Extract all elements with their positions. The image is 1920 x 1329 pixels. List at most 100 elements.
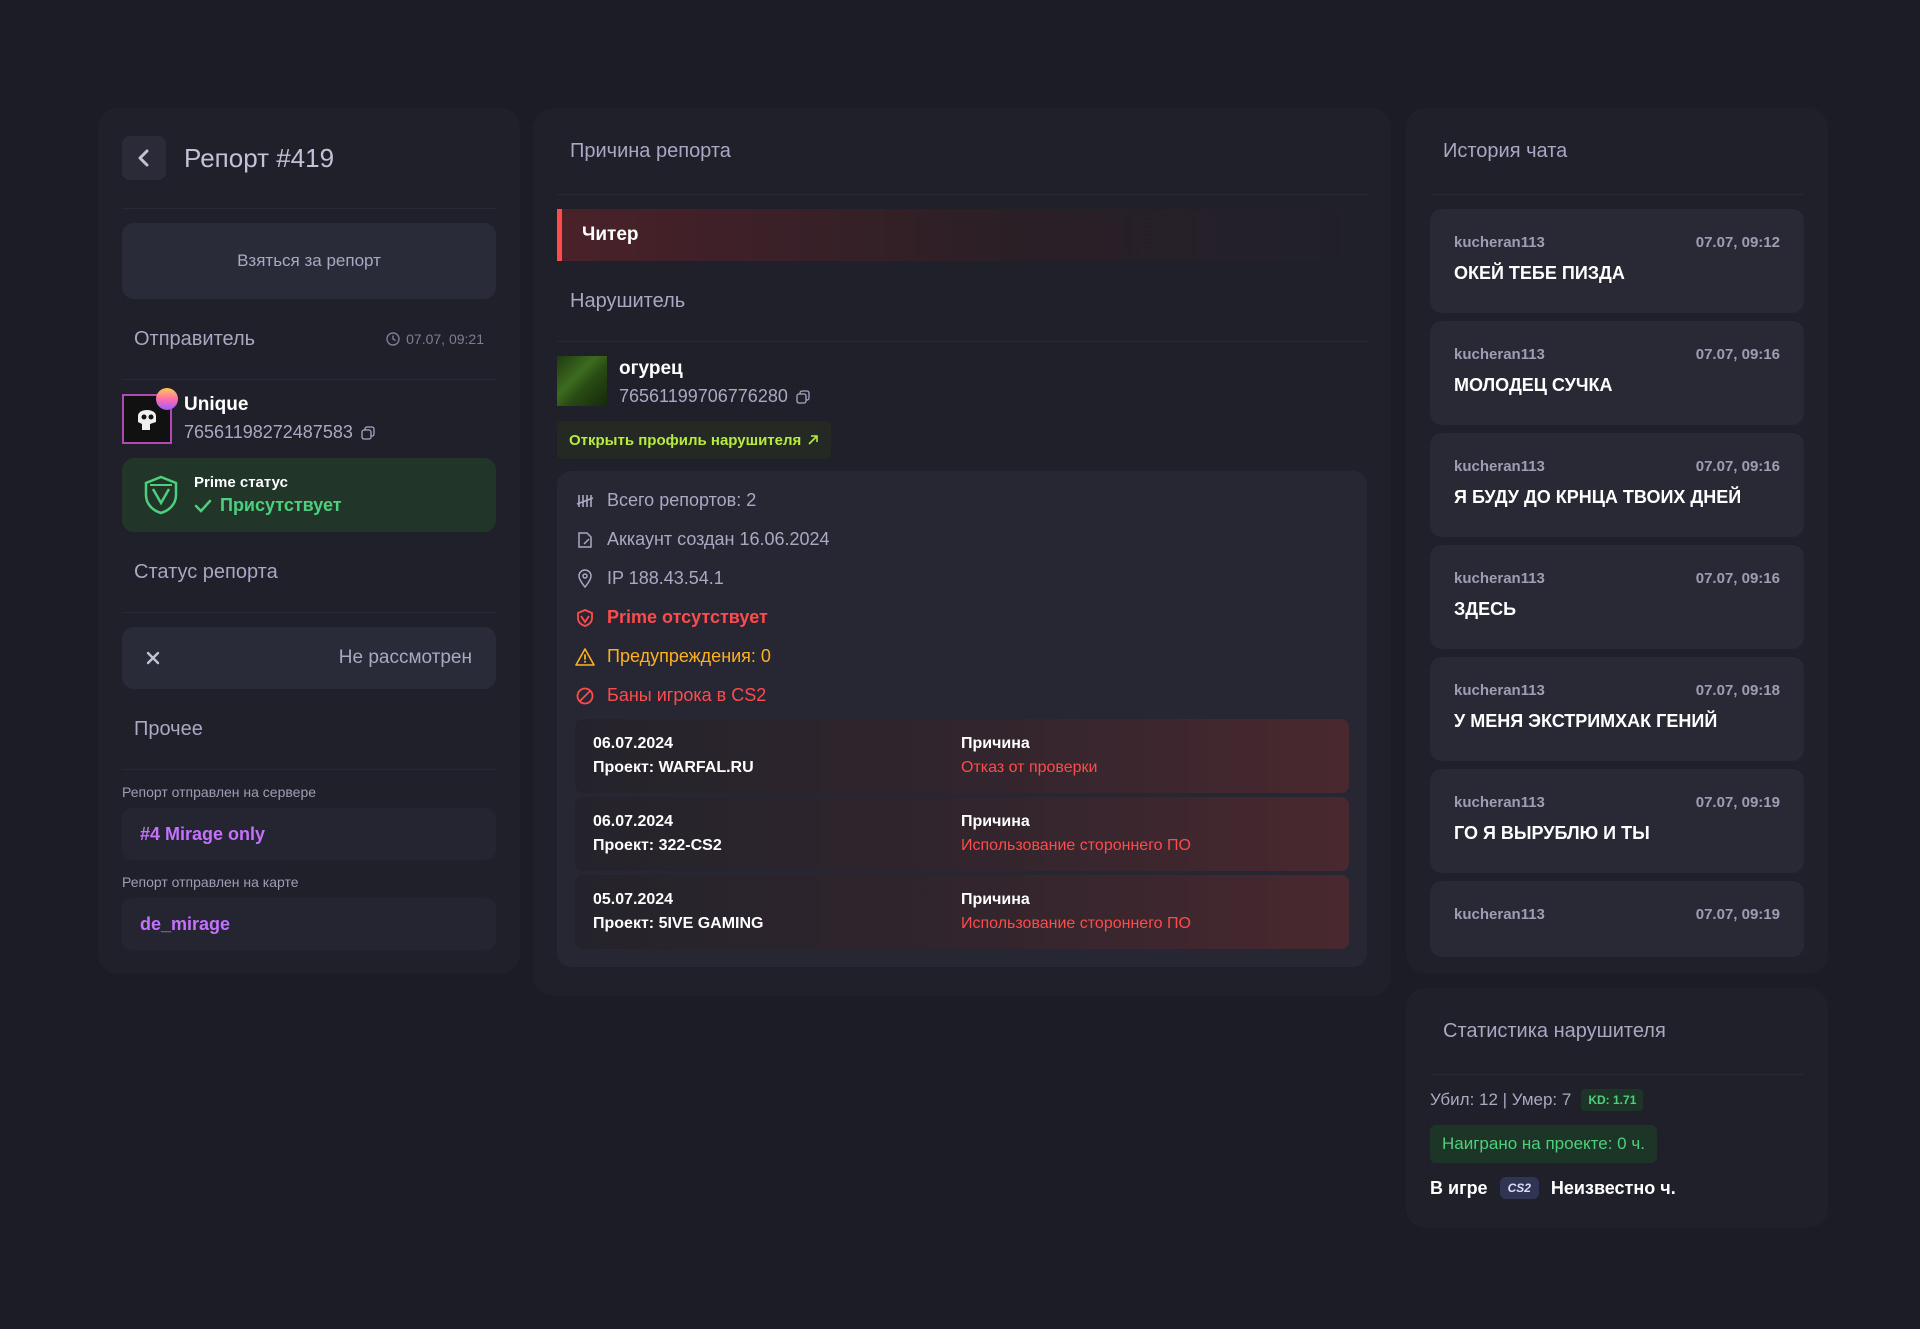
ban-row: 06.07.2024 Проект: WARFAL.RU Причина Отк… <box>575 719 1349 793</box>
avatar <box>122 394 172 444</box>
other-heading-row: Прочее <box>122 689 496 769</box>
warnings-row: Предупреждения: 0 <box>575 637 1349 676</box>
chat-time: 07.07, 09:16 <box>1695 570 1780 587</box>
ban-reason-label: Причина <box>961 891 1030 908</box>
ban-reason-label: Причина <box>961 813 1030 830</box>
ban-reason: Отказ от проверки <box>961 759 1098 776</box>
cs2-logo-icon: CS2 <box>1499 1177 1539 1199</box>
prime-value-text: Присутствует <box>220 495 342 515</box>
chat-text: ЗДЕСЬ <box>1454 599 1517 619</box>
report-status-value: Не рассмотрен <box>338 647 472 668</box>
ban-icon <box>575 686 595 706</box>
ingame-value: Неизвестно ч. <box>1550 1177 1676 1198</box>
violator-name: огурец <box>619 358 683 379</box>
copy-icon[interactable] <box>796 389 810 404</box>
violator-info-box: Всего репортов: 2 Аккаунт создан 16.06.2… <box>557 471 1367 967</box>
ban-reason-label: Причина <box>961 735 1030 752</box>
chat-text: Я БУДУ ДО КРНЦА ТВОИХ ДНЕЙ <box>1454 487 1742 507</box>
map-label: Репорт отправлен на карте <box>122 874 299 890</box>
reason-value: Читер <box>557 209 1367 261</box>
ban-date: 06.07.2024 <box>593 813 674 830</box>
violator-stats-panel: Статистика нарушителя Убил: 12 | Умер: 7… <box>1406 988 1828 1228</box>
chat-history-panel: История чата kucheran113 07.07, 09:12 ОКЕ… <box>1406 108 1828 974</box>
ban-row: 06.07.2024 Проект: 322-CS2 Причина Испол… <box>575 797 1349 871</box>
report-status-select[interactable]: Не рассмотрен <box>122 627 496 689</box>
account-created-text: Аккаунт создан 16.06.2024 <box>607 529 830 549</box>
prime-status-box: Prime статус Присутствует <box>122 458 496 532</box>
chat-user: kucheran113 <box>1454 570 1545 587</box>
divider <box>122 379 496 380</box>
chat-user: kucheran113 <box>1454 682 1545 699</box>
document-edit-icon <box>575 530 595 550</box>
status-heading: Статус репорта <box>134 560 278 583</box>
prime-absent-text: Prime отсутствует <box>607 607 768 627</box>
account-created-row: Аккаунт создан 16.06.2024 <box>575 520 1349 559</box>
chat-time: 07.07, 09:12 <box>1695 234 1780 251</box>
chat-user: kucheran113 <box>1454 906 1545 923</box>
clock-icon <box>386 332 400 346</box>
sunset-badge-icon <box>156 388 178 410</box>
chat-message: kucheran113 07.07, 09:19 ГО Я ВЫРУБЛЮ И Т… <box>1430 769 1804 873</box>
chat-time: 07.07, 09:18 <box>1695 682 1780 699</box>
chat-text: ОКЕЙ ТЕБЕ ПИЗДА <box>1454 263 1625 283</box>
map-value: de_mirage <box>122 898 496 950</box>
chat-heading: История чата <box>1443 139 1568 162</box>
chat-user: kucheran113 <box>1454 346 1545 363</box>
open-profile-link[interactable]: Открыть профиль нарушителя <box>557 421 832 459</box>
other-heading: Прочее <box>134 717 203 740</box>
ingame-row: В игре CS2 Неизвестно ч. <box>1430 1177 1804 1199</box>
sender-name: Unique <box>184 394 249 415</box>
server-value: #4 Mirage only <box>122 808 496 860</box>
report-title: Репорт #419 <box>184 142 335 173</box>
sender-steamid: 76561198272487583 <box>184 422 375 443</box>
warning-triangle-icon <box>575 647 595 667</box>
open-profile-text: Открыть профиль нарушителя <box>569 431 802 449</box>
sender-time: 07.07, 09:21 <box>386 331 484 347</box>
reason-heading: Причина репорта <box>570 139 731 162</box>
divider <box>122 769 496 770</box>
sender-heading-row: Отправитель 07.07, 09:21 <box>122 299 496 379</box>
ban-reason: Использование стороннего ПО <box>961 837 1191 854</box>
ban-date: 05.07.2024 <box>593 891 674 908</box>
divider <box>557 341 1367 342</box>
ban-date: 06.07.2024 <box>593 735 674 752</box>
ban-project: Проект: WARFAL.RU <box>593 759 754 776</box>
chat-text: МОЛОДЕЦ СУЧКА <box>1454 375 1613 395</box>
violator-avatar[interactable] <box>557 356 607 406</box>
total-reports-row: Всего репортов: 2 <box>575 481 1349 520</box>
prime-value: Присутствует <box>194 495 342 516</box>
divider <box>557 194 1367 195</box>
violator-steamid-text: 76561199706776280 <box>619 386 788 406</box>
chat-user: kucheran113 <box>1454 794 1545 811</box>
ip-text: IP 188.43.54.1 <box>607 568 724 588</box>
sender-avatar[interactable] <box>122 388 178 444</box>
bans-heading-row: Баны игрока в CS2 <box>575 676 1349 715</box>
reason-panel: Причина репорта Читер Нарушитель огурец … <box>533 108 1391 996</box>
chat-time: 07.07, 09:19 <box>1695 906 1780 923</box>
sender-steamid-text: 76561198272487583 <box>184 422 353 442</box>
chevron-left-icon <box>138 149 149 167</box>
take-report-button[interactable]: Взяться за репорт <box>122 223 496 299</box>
ban-project: Проект: 5IVE GAMING <box>593 915 764 932</box>
stats-heading: Статистика нарушителя <box>1443 1019 1666 1042</box>
prime-absent-row: Prime отсутствует <box>575 598 1349 637</box>
chat-message: kucheran113 07.07, 09:16 МОЛОДЕЦ СУЧКА <box>1430 321 1804 425</box>
arrow-up-right-icon <box>808 435 819 445</box>
sender-time-text: 07.07, 09:21 <box>406 331 484 347</box>
divider <box>122 208 496 209</box>
status-heading-row: Статус репорта <box>122 532 496 612</box>
chat-user: kucheran113 <box>1454 234 1545 251</box>
back-button[interactable] <box>122 136 166 180</box>
copy-icon[interactable] <box>361 425 375 440</box>
bans-list: 06.07.2024 Проект: WARFAL.RU Причина Отк… <box>575 719 1349 949</box>
chat-message: kucheran113 07.07, 09:18 У МЕНЯ ЭКСТРИМХА… <box>1430 657 1804 761</box>
sender-heading: Отправитель <box>134 327 256 350</box>
kills-deaths-row: Убил: 12 | Умер: 7 KD: 1.71 <box>1430 1089 1804 1111</box>
total-reports-text: Всего репортов: 2 <box>607 490 757 510</box>
chat-message: kucheran113 07.07, 09:12 ОКЕЙ ТЕБЕ ПИЗДА <box>1430 209 1804 313</box>
chat-user: kucheran113 <box>1454 458 1545 475</box>
kills-deaths-text: Убил: 12 | Умер: 7 <box>1430 1090 1572 1109</box>
tally-icon <box>575 491 595 511</box>
sender-card: Unique 76561198272487583 <box>122 388 496 444</box>
server-label: Репорт отправлен на сервере <box>122 784 317 800</box>
